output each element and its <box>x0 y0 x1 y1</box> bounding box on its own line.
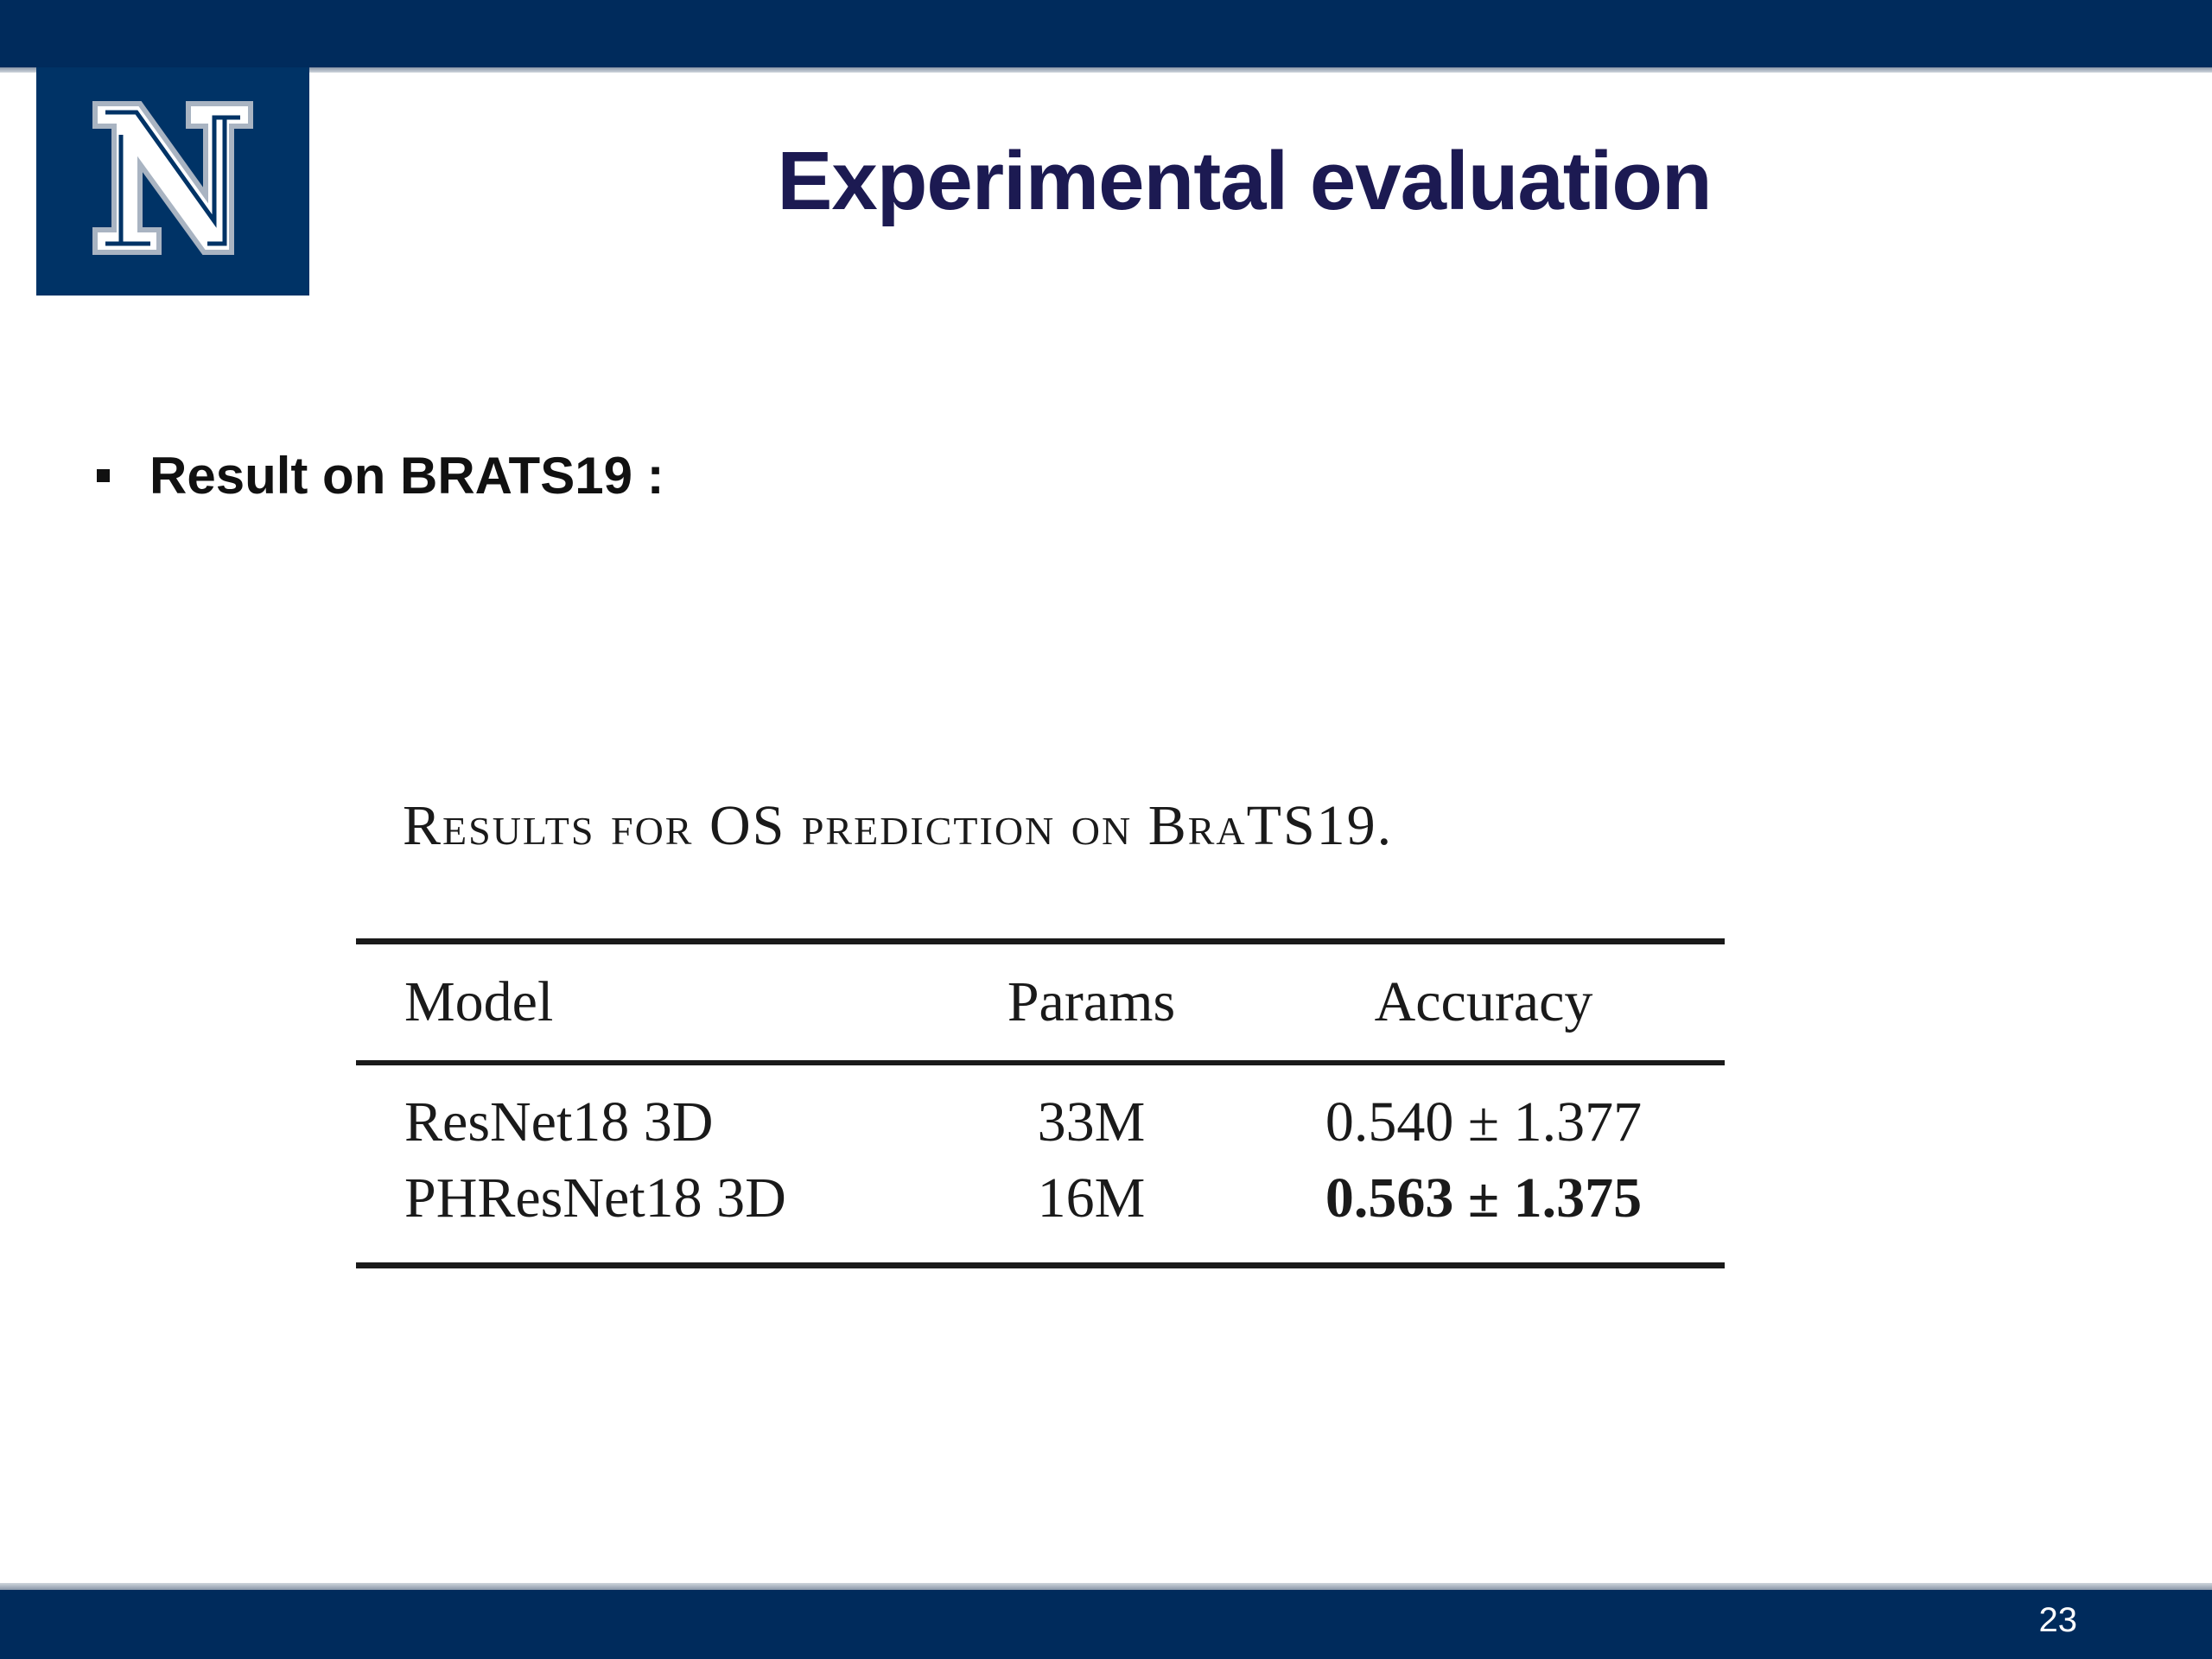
cell-params: 33M <box>1037 1090 1146 1154</box>
table-header-row: Model Params Accuracy <box>356 941 1725 1063</box>
table-caption: Results for OS prediction on BraTS19. <box>403 794 1394 857</box>
results-table: Model Params Accuracy ResNet18 3D 33M 0.… <box>356 938 1725 1268</box>
top-banner-divider <box>0 67 2212 73</box>
bullet-item: Result on BRATS19 : <box>97 442 664 508</box>
bottom-banner <box>0 1590 2212 1659</box>
header-model: Model <box>404 970 554 1033</box>
cell-accuracy: 0.540 ± 1.377 <box>1325 1090 1643 1154</box>
cell-model: PHResNet18 3D <box>404 1166 786 1230</box>
top-banner <box>0 0 2212 67</box>
cell-model: ResNet18 3D <box>404 1090 714 1154</box>
header-accuracy: Accuracy <box>1374 970 1593 1033</box>
table-row: PHResNet18 3D 16M 0.563 ± 1.375 <box>356 1160 1725 1266</box>
cell-accuracy-best: 0.563 ± 1.375 <box>1325 1166 1643 1230</box>
slide-title: Experimental evaluation <box>777 135 1712 227</box>
page-number: 23 <box>2038 1601 2078 1639</box>
university-logo <box>36 67 309 296</box>
header-params: Params <box>1007 970 1176 1033</box>
table-row: ResNet18 3D 33M 0.540 ± 1.377 <box>356 1063 1725 1160</box>
university-n-logo-icon <box>92 101 253 255</box>
cell-params: 16M <box>1037 1166 1146 1230</box>
bottom-banner-divider <box>0 1583 2212 1590</box>
bullet-text: Result on BRATS19 : <box>149 446 664 505</box>
square-bullet-icon <box>97 468 110 482</box>
